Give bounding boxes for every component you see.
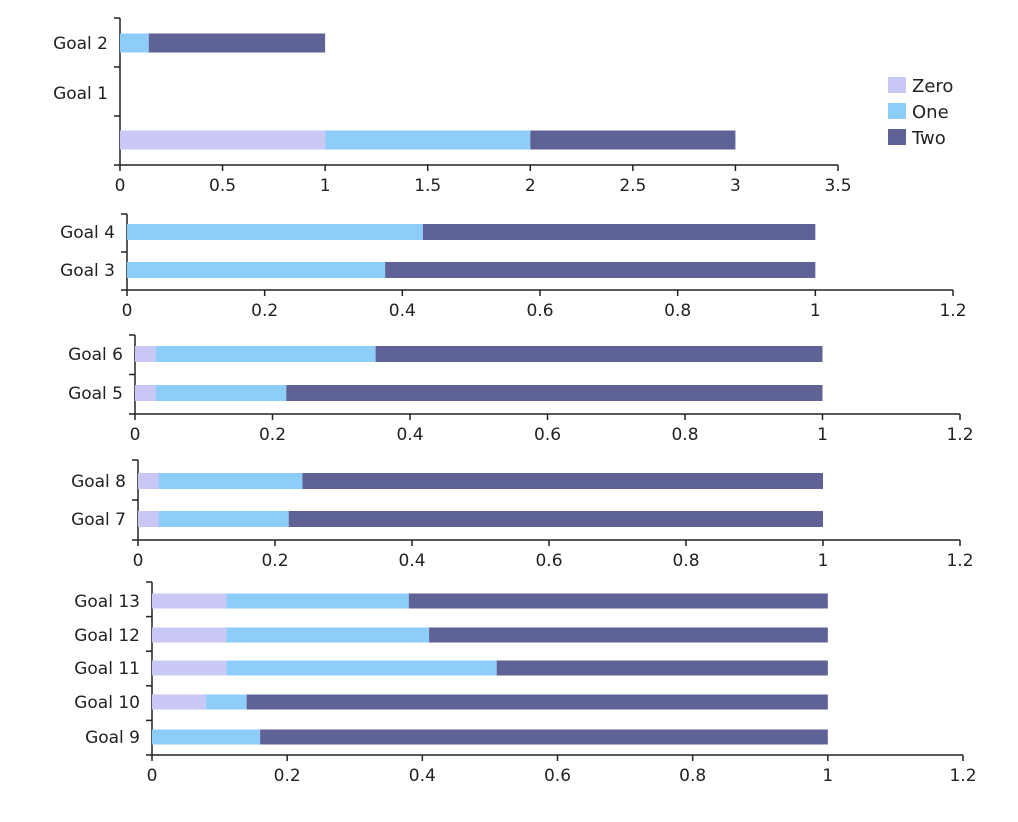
x-tick-label: 0.6 [544, 766, 571, 786]
bar-segment-two [148, 33, 326, 53]
x-tick-label: 2 [525, 176, 536, 196]
category-label: Goal 2 [53, 34, 108, 54]
x-tick-label: 0.2 [251, 301, 278, 321]
category-label: Goal 1 [53, 84, 108, 104]
x-tick-label: 0 [115, 176, 126, 196]
bar-segment-zero [152, 694, 207, 710]
x-tick-label: 1.2 [946, 425, 973, 445]
x-tick-label: 0.4 [396, 425, 423, 445]
x-tick-label: 3.5 [824, 176, 851, 196]
bar-segment-one [226, 627, 430, 643]
x-tick-label: 1 [822, 766, 833, 786]
bar-segment-zero [152, 627, 227, 643]
category-label: Goal 9 [85, 728, 140, 748]
bar-segment-two [496, 660, 828, 676]
bar-segment-zero [120, 130, 326, 150]
x-tick-label: 0.2 [274, 766, 301, 786]
x-tick-label: 1 [810, 301, 821, 321]
x-tick-label: 0.4 [398, 551, 425, 571]
legend-label-two: Two [911, 128, 946, 149]
legend-label-zero: Zero [912, 76, 953, 97]
bar-segment-two [288, 511, 823, 527]
x-tick-label: 0.8 [672, 551, 699, 571]
x-tick-label: 0.5 [209, 176, 236, 196]
bar-segment-one [152, 729, 261, 745]
bar-segment-two [429, 627, 828, 643]
category-label: Goal 4 [60, 223, 115, 243]
x-tick-label: 0 [130, 425, 141, 445]
bar-segment-one [158, 473, 303, 489]
bar-segment-two [286, 385, 823, 401]
x-tick-label: 3 [730, 176, 741, 196]
bar-segment-two [422, 224, 816, 240]
x-tick-label: 0.4 [409, 766, 436, 786]
bar-segment-one [155, 346, 376, 362]
bar-segment-one [127, 224, 423, 240]
bar-segment-one [206, 694, 247, 710]
x-tick-label: 0.6 [526, 301, 553, 321]
bar-segment-one [325, 130, 531, 150]
x-tick-label: 1.2 [939, 301, 966, 321]
bar-segment-one [155, 385, 287, 401]
bar-segment-two [246, 694, 828, 710]
x-tick-label: 1.2 [946, 551, 973, 571]
bar-segment-zero [135, 385, 156, 401]
x-tick-label: 0.6 [534, 425, 561, 445]
x-tick-label: 0.2 [259, 425, 286, 445]
x-tick-label: 0.2 [261, 551, 288, 571]
bar-segment-one [158, 511, 289, 527]
bar-segment-zero [138, 473, 159, 489]
category-label: Goal 3 [60, 261, 115, 281]
bar-segment-two [408, 593, 828, 609]
bar-segment-two [530, 130, 736, 150]
bar-segment-one [226, 593, 409, 609]
category-label: Goal 11 [74, 659, 140, 679]
category-label: Goal 6 [68, 345, 123, 365]
category-label: Goal 13 [74, 592, 140, 612]
category-label: Goal 7 [71, 510, 126, 530]
legend-label-one: One [912, 102, 949, 123]
bar-segment-two [385, 262, 816, 278]
x-tick-label: 0.8 [664, 301, 691, 321]
bar-segment-zero [135, 346, 156, 362]
bar-segment-two [260, 729, 828, 745]
x-tick-label: 0.8 [671, 425, 698, 445]
legend-swatch-one [888, 103, 906, 119]
x-tick-label: 1 [818, 551, 829, 571]
x-tick-label: 0.4 [389, 301, 416, 321]
bar-segment-one [226, 660, 497, 676]
legend-swatch-zero [888, 77, 906, 93]
bar-segment-zero [152, 593, 227, 609]
category-label: Goal 5 [68, 384, 123, 404]
bar-segment-one [120, 33, 149, 53]
x-tick-label: 1 [320, 176, 331, 196]
bar-segment-zero [152, 660, 227, 676]
category-label: Goal 10 [74, 693, 140, 713]
x-tick-label: 0 [147, 766, 158, 786]
category-label: Goal 12 [74, 626, 140, 646]
x-tick-label: 0.8 [679, 766, 706, 786]
bar-segment-two [302, 473, 823, 489]
category-label: Goal 8 [71, 472, 126, 492]
x-tick-label: 0 [122, 301, 133, 321]
bar-segment-zero [138, 511, 159, 527]
x-tick-label: 1.5 [414, 176, 441, 196]
x-tick-label: 1.2 [949, 766, 976, 786]
x-tick-label: 0 [133, 551, 144, 571]
bar-segment-two [375, 346, 823, 362]
legend-swatch-two [888, 129, 906, 145]
bar-segment-one [127, 262, 386, 278]
x-tick-label: 2.5 [619, 176, 646, 196]
x-tick-label: 0.6 [535, 551, 562, 571]
x-tick-label: 1 [817, 425, 828, 445]
